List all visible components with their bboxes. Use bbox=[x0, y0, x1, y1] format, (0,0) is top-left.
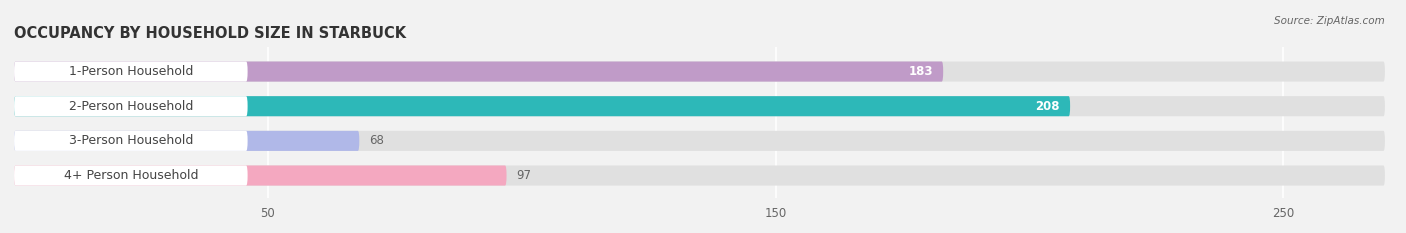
Text: 3-Person Household: 3-Person Household bbox=[69, 134, 193, 147]
FancyBboxPatch shape bbox=[14, 131, 1385, 151]
Text: 208: 208 bbox=[1035, 100, 1060, 113]
Text: OCCUPANCY BY HOUSEHOLD SIZE IN STARBUCK: OCCUPANCY BY HOUSEHOLD SIZE IN STARBUCK bbox=[14, 26, 406, 41]
Text: 97: 97 bbox=[517, 169, 531, 182]
Text: 183: 183 bbox=[908, 65, 934, 78]
FancyBboxPatch shape bbox=[14, 96, 1385, 116]
Text: 4+ Person Household: 4+ Person Household bbox=[63, 169, 198, 182]
FancyBboxPatch shape bbox=[14, 131, 247, 151]
Text: Source: ZipAtlas.com: Source: ZipAtlas.com bbox=[1274, 16, 1385, 26]
FancyBboxPatch shape bbox=[14, 96, 247, 116]
FancyBboxPatch shape bbox=[14, 62, 943, 82]
FancyBboxPatch shape bbox=[14, 131, 360, 151]
Text: 1-Person Household: 1-Person Household bbox=[69, 65, 193, 78]
FancyBboxPatch shape bbox=[14, 165, 247, 185]
FancyBboxPatch shape bbox=[14, 62, 247, 82]
Text: 2-Person Household: 2-Person Household bbox=[69, 100, 193, 113]
FancyBboxPatch shape bbox=[14, 62, 1385, 82]
FancyBboxPatch shape bbox=[14, 165, 506, 185]
FancyBboxPatch shape bbox=[14, 96, 1070, 116]
Text: 68: 68 bbox=[370, 134, 384, 147]
FancyBboxPatch shape bbox=[14, 165, 1385, 185]
